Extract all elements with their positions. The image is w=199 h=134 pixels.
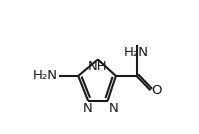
Text: O: O <box>151 84 162 97</box>
Text: N: N <box>83 102 93 115</box>
Text: H₂N: H₂N <box>33 69 58 82</box>
Text: NH: NH <box>88 60 108 73</box>
Text: N: N <box>109 102 118 115</box>
Text: H₂N: H₂N <box>124 46 149 59</box>
